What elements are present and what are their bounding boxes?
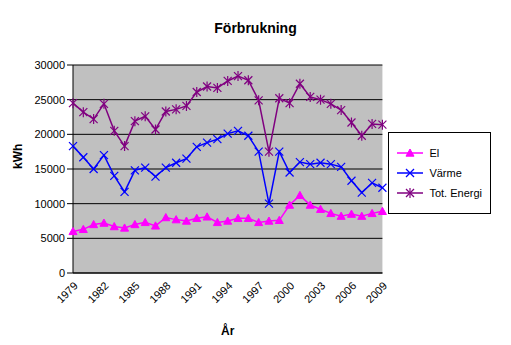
svg-text:1991: 1991	[178, 279, 204, 305]
svg-text:kWh: kWh	[11, 144, 25, 169]
html-text:Förbrukning: Förbrukning	[214, 20, 297, 36]
svg-text:1988: 1988	[147, 279, 173, 305]
svg-text:2000: 2000	[271, 279, 297, 305]
svg-text:15000: 15000	[34, 163, 65, 175]
svg-text:1997: 1997	[240, 279, 266, 305]
html-text:Tot. Energi: Tot. Energi	[429, 186, 482, 199]
html-text:El: El	[429, 146, 440, 159]
svg-text:1979: 1979	[54, 279, 80, 305]
svg-text:1985: 1985	[116, 279, 142, 305]
svg-text:5000: 5000	[41, 232, 65, 244]
svg-text:10000: 10000	[34, 198, 65, 210]
svg-text:2006: 2006	[333, 279, 359, 305]
svg-text:1994: 1994	[209, 279, 235, 305]
svg-text:1982: 1982	[85, 279, 111, 305]
svg-text:25000: 25000	[34, 94, 65, 106]
svg-text:2009: 2009	[364, 279, 390, 305]
svg-text:30000: 30000	[34, 59, 65, 71]
svg-text:2003: 2003	[302, 279, 328, 305]
svg-text:0: 0	[59, 267, 65, 279]
svg-text:År: År	[221, 323, 235, 338]
html-text:Värme: Värme	[429, 166, 462, 179]
svg-text:20000: 20000	[34, 128, 65, 140]
